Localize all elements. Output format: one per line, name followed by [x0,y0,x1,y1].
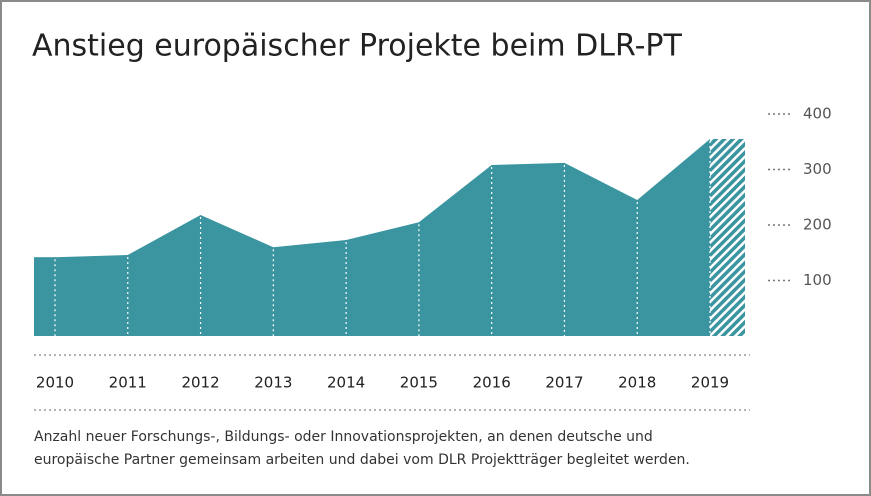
x-tick-label: 2016 [473,374,511,392]
x-tick-label: 2019 [691,374,729,392]
y-tick-label: 400 [803,105,832,123]
x-tick-label: 2018 [618,374,656,392]
x-tick-label: 2014 [327,374,365,392]
note: Anzahl neuer Forschungs-, Bildungs- oder… [34,429,653,445]
x-tick-label: 2017 [545,374,583,392]
chart-title: Anstieg europäischer Projekte beim DLR-P… [32,29,682,64]
x-tick-label: 2012 [181,374,219,392]
y-tick-label: 100 [803,271,832,289]
area-edge [34,257,56,336]
y-tick-label: 300 [803,160,832,178]
x-tick-label: 2013 [254,374,292,392]
x-tick-label: 2011 [109,374,147,392]
area-forecast [710,138,745,336]
note: europäische Partner gemeinsam arbeiten u… [34,452,690,468]
x-tick-label: 2015 [400,374,438,392]
y-tick-label: 200 [803,216,832,234]
area [55,138,710,336]
x-tick-label: 2010 [36,374,74,392]
